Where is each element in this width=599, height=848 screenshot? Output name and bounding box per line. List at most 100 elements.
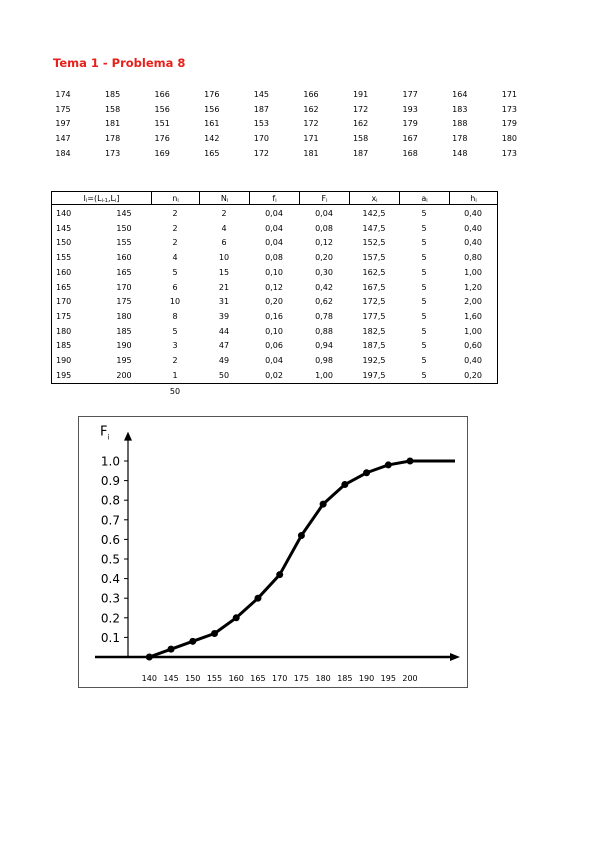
table-cell: 195 bbox=[116, 356, 132, 365]
table-cell: 187,5 bbox=[362, 341, 386, 351]
raw-value: 162 bbox=[352, 119, 369, 129]
raw-value: 187 bbox=[253, 104, 270, 114]
ogive-line bbox=[148, 459, 411, 659]
table-cell: 0,60 bbox=[464, 341, 482, 351]
table-cell: 1 bbox=[172, 370, 178, 380]
table-cell: 162,5 bbox=[362, 267, 386, 277]
table-cell: 190 bbox=[116, 341, 132, 351]
x-tick-label: 140 bbox=[142, 674, 157, 683]
raw-value: 158 bbox=[352, 134, 369, 144]
raw-value: 168 bbox=[402, 148, 418, 158]
raw-value: 181 bbox=[104, 119, 121, 129]
chart: Fi 0.1 0.2 0.3 0.4 0.5 0.6 0.7 0.8 0.9 1.0 140 145 15… bbox=[78, 416, 468, 688]
table-cell: 160 bbox=[56, 267, 72, 277]
table-cell: 0,62 bbox=[315, 297, 333, 307]
table-cell: 0,88 bbox=[315, 326, 333, 336]
table-cell: 195 bbox=[56, 370, 72, 380]
raw-value: 179 bbox=[402, 119, 418, 129]
raw-value: 188 bbox=[452, 119, 468, 129]
table-cell: 0,78 bbox=[315, 311, 333, 321]
table-cell: 2 bbox=[172, 238, 178, 248]
table-cell: 140 bbox=[56, 209, 72, 218]
table-cell: 0,10 bbox=[265, 326, 283, 336]
raw-value: 183 bbox=[452, 104, 468, 114]
raw-value: 184 bbox=[55, 148, 71, 158]
subscript: i bbox=[107, 434, 109, 442]
table-cell: 5 bbox=[421, 282, 427, 292]
table-header: fi bbox=[249, 191, 300, 205]
text: h bbox=[470, 194, 476, 203]
table-cell: 0,40 bbox=[464, 209, 482, 218]
table-cell: 0,04 bbox=[265, 356, 283, 365]
raw-value: 170 bbox=[253, 134, 270, 144]
table-cell: 5 bbox=[421, 311, 427, 321]
table-cell: 4 bbox=[172, 253, 178, 263]
table-cell: 0,10 bbox=[265, 267, 283, 277]
table-cell: 145 bbox=[116, 209, 132, 218]
raw-value: 162 bbox=[303, 104, 319, 114]
subscript: i bbox=[177, 198, 179, 204]
text: F bbox=[100, 425, 107, 440]
table-cell: 5 bbox=[421, 370, 427, 380]
table-cell: 175 bbox=[116, 297, 132, 307]
subscript: i bbox=[326, 198, 328, 204]
raw-value: 165 bbox=[204, 148, 220, 158]
table-cell: 177,5 bbox=[362, 311, 386, 321]
table-cell: 6 bbox=[172, 282, 178, 292]
raw-value: 156 bbox=[204, 104, 220, 114]
raw-value: 166 bbox=[154, 90, 170, 99]
text: n bbox=[172, 194, 178, 203]
raw-value: 172 bbox=[253, 148, 270, 158]
table-cell: 0,06 bbox=[265, 341, 283, 351]
text: f bbox=[272, 194, 276, 203]
raw-value: 175 bbox=[55, 104, 71, 114]
x-tick-label: 160 bbox=[229, 674, 244, 683]
raw-value: 187 bbox=[352, 148, 369, 158]
y-tick-label: 0.4 bbox=[101, 572, 120, 586]
table-cell: 155 bbox=[116, 238, 132, 248]
table-cell: 21 bbox=[218, 282, 230, 292]
table-cell: 50 bbox=[218, 370, 230, 380]
text: x bbox=[371, 194, 377, 203]
table-cell: 0,12 bbox=[315, 238, 333, 248]
table-cell: 5 bbox=[421, 326, 427, 336]
table-cell: 4 bbox=[221, 223, 227, 233]
raw-value: 142 bbox=[204, 134, 220, 144]
table-cell: 2 bbox=[172, 209, 178, 218]
y-tick-label: 0.2 bbox=[101, 611, 120, 625]
table-cell: 0,98 bbox=[315, 356, 333, 365]
table-cell: 0,40 bbox=[464, 238, 482, 248]
x-tick-label: 170 bbox=[272, 674, 287, 683]
text: F bbox=[321, 194, 327, 203]
table-cell: 3 bbox=[172, 341, 178, 351]
table-cell: 0,16 bbox=[265, 311, 283, 321]
table-header: ai bbox=[399, 191, 450, 205]
chart-frame bbox=[78, 416, 468, 688]
y-tick-label: 0.9 bbox=[101, 474, 120, 488]
table-cell: 10 bbox=[218, 253, 230, 263]
raw-value: 174 bbox=[55, 90, 71, 99]
raw-value: 164 bbox=[452, 90, 468, 99]
table-cell: 10 bbox=[169, 297, 181, 307]
raw-value: 145 bbox=[253, 90, 270, 99]
table-cell: 0,30 bbox=[315, 267, 333, 277]
subscript: i bbox=[475, 198, 477, 204]
table-cell: 145 bbox=[56, 223, 72, 233]
x-tick-label: 165 bbox=[250, 674, 265, 683]
raw-value: 177 bbox=[402, 90, 418, 99]
raw-value: 176 bbox=[204, 90, 220, 99]
table-cell: 6 bbox=[221, 238, 227, 248]
table-cell: 0,20 bbox=[265, 297, 283, 307]
table-cell: 170 bbox=[116, 282, 132, 292]
raw-value: 173 bbox=[501, 104, 518, 114]
table-cell: 185 bbox=[116, 326, 132, 336]
table-cell: 0,40 bbox=[464, 356, 482, 365]
raw-value: 153 bbox=[253, 119, 270, 129]
table-cell: 5 bbox=[421, 341, 427, 351]
table-cell: 0,12 bbox=[265, 282, 283, 292]
x-axis-arrow bbox=[450, 653, 460, 661]
table-cell: 2 bbox=[172, 356, 178, 365]
raw-value: 171 bbox=[501, 90, 518, 99]
raw-value: 173 bbox=[501, 148, 518, 158]
